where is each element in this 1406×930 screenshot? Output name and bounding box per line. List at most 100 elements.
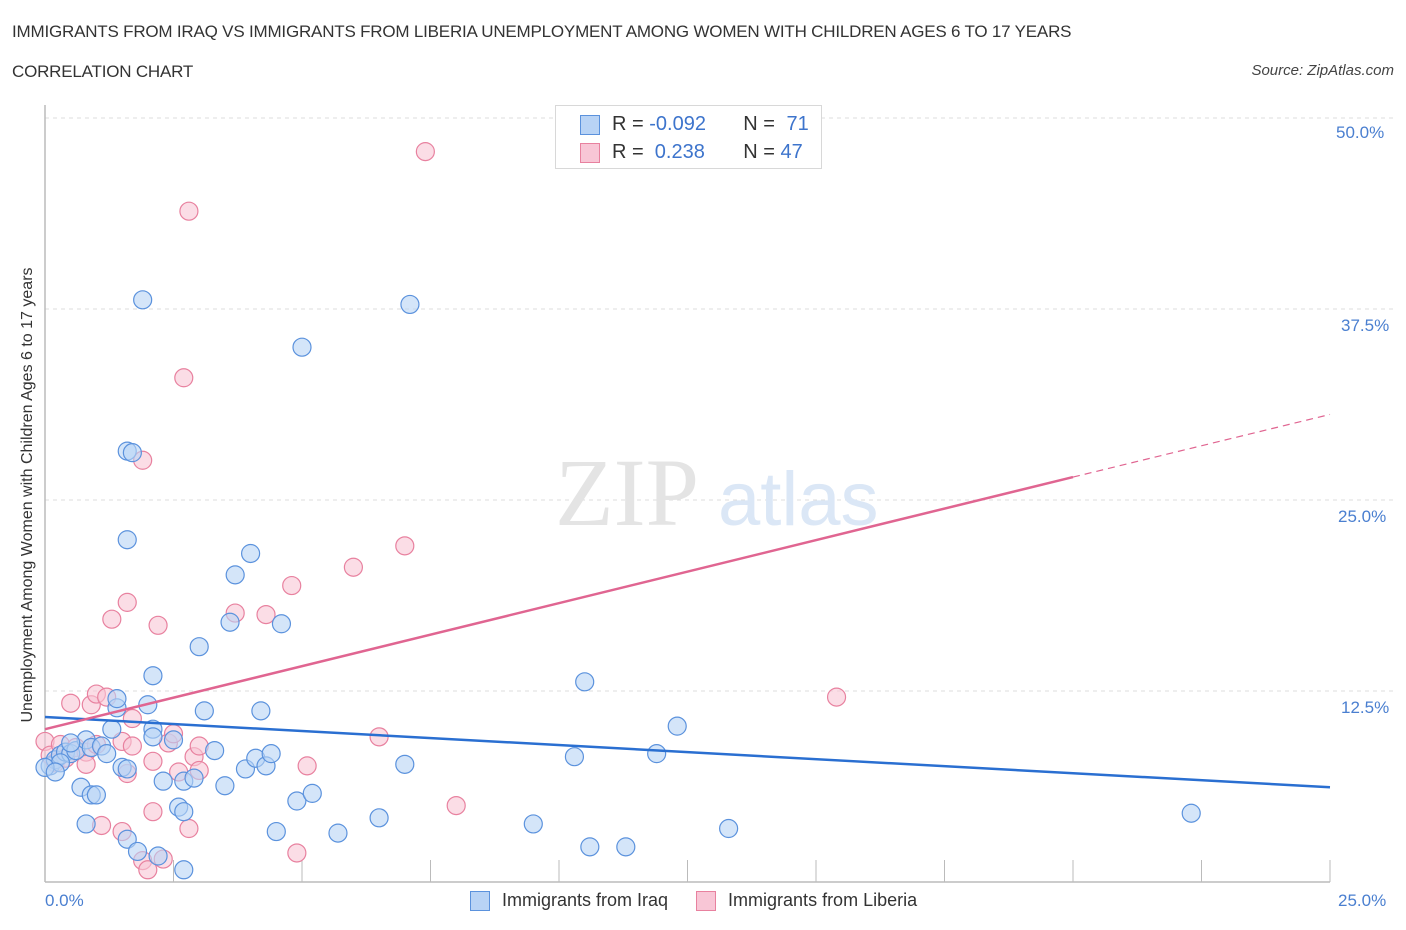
data-point [575,672,595,692]
data-point [45,762,65,782]
data-point [163,730,184,750]
source-credit: Source: ZipAtlas.com [1251,62,1394,79]
data-point [61,693,81,713]
data-point [179,201,199,221]
r-label: R = [612,113,650,135]
chart-title: IMMIGRANTS FROM IRAQ VS IMMIGRANTS FROM … [12,22,1072,41]
legend-row-liberia: R = 0.238 N = 47 [580,141,803,164]
data-point [138,860,158,880]
x-tick-min: 0.0% [45,891,84,910]
correlation-legend: R = -0.092 N = 71 R = 0.238 N = 47 [555,105,822,169]
data-point [395,754,415,774]
iraq-legend-icon [470,890,490,911]
liberia-trend-line [44,475,1074,731]
data-point [580,837,600,857]
data-point [148,846,168,866]
liberia-legend-icon [696,890,717,911]
data-point [76,814,96,834]
data-point [179,818,199,839]
data-point [61,733,81,753]
legend-label-liberia: Immigrants from Liberia [728,890,918,910]
data-point [719,818,739,839]
data-point [133,290,153,310]
data-point [86,785,107,805]
data-point [302,783,322,803]
legend-item-liberia[interactable]: Immigrants from Liberia [696,890,917,911]
data-point [328,823,348,843]
y-axis-label: Unemployment Among Women with Children A… [19,267,36,723]
data-point [271,614,292,634]
data-point [523,814,543,834]
data-point [107,689,127,709]
n-label: N = [743,113,781,135]
y-tick-12-5: 12.5% [1341,698,1390,717]
data-point [148,615,168,635]
liberia-trend-extension [1072,413,1331,478]
data-point [122,708,142,729]
data-point [282,575,302,596]
iraq-swatch-icon [580,114,600,135]
legend-item-iraq[interactable]: Immigrants from Iraq [470,890,668,911]
data-point [117,592,137,612]
iraq-trend-line [44,715,1331,789]
data-point [143,666,163,686]
legend-label-iraq: Immigrants from Iraq [502,890,669,910]
data-point [256,604,276,625]
data-point [297,756,317,776]
data-point [826,687,847,707]
watermark: ZIP atlas [555,439,879,546]
data-point [117,530,137,550]
y-tick-50: 50.0% [1336,123,1385,142]
data-point [215,776,235,796]
data-point [292,337,312,357]
data-point [174,860,194,880]
liberia-swatch-icon [580,142,600,163]
data-point [287,843,307,863]
data-point [616,837,636,857]
data-point [446,795,466,816]
data-point [287,791,307,811]
data-point [143,802,163,822]
data-point [102,609,122,629]
data-point [647,744,667,764]
data-point [1181,803,1201,823]
data-point [184,768,204,788]
data-point [261,744,281,764]
data-point [174,802,194,822]
data-point [122,736,142,756]
data-point [143,727,163,747]
n-value-liberia: 47 [780,141,803,163]
data-point [153,771,173,791]
data-point [102,719,122,739]
data-point [97,744,117,764]
data-point [194,701,214,721]
data-point [205,740,225,761]
x-tick-max: 25.0% [1338,891,1387,910]
data-point [369,808,389,828]
watermark-atlas: atlas [718,457,879,542]
data-point [266,821,286,842]
data-point [220,612,240,632]
data-point [251,701,271,721]
trend-lines [44,413,1331,789]
y-tick-37-5: 37.5% [1341,316,1390,335]
r-value-iraq: -0.092 [649,113,706,135]
data-point [117,759,137,779]
n-label: N = [743,141,781,163]
data-point [143,751,163,771]
chart-subtitle: CORRELATION CHART [12,62,194,81]
legend-row-iraq: R = -0.092 N = 71 [580,113,809,136]
data-point [174,368,194,388]
data-point [343,557,363,577]
data-point [395,536,415,556]
data-point [189,637,209,657]
y-tick-25: 25.0% [1338,507,1387,526]
data-point [225,565,245,585]
r-label: R = [612,141,650,163]
r-value-liberia: 0.238 [649,141,705,163]
gridlines [45,117,1395,692]
data-point [400,294,420,315]
data-point [127,841,148,862]
data-point [564,747,585,767]
